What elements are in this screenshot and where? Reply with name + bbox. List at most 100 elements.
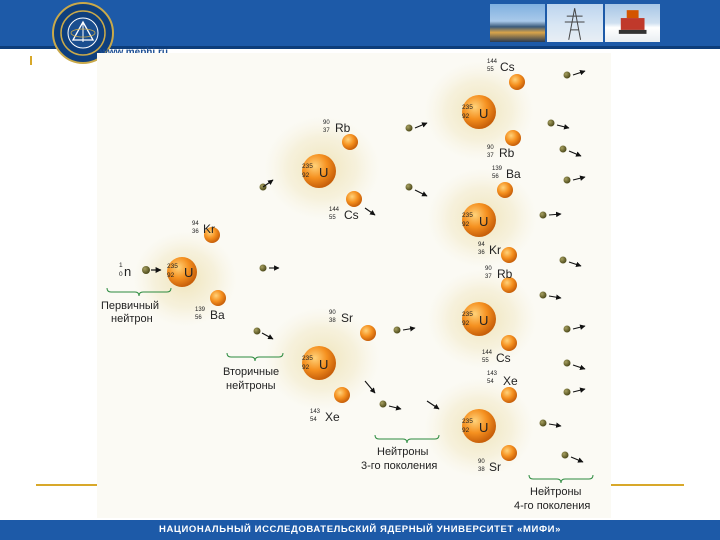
neutron-arrow xyxy=(572,364,586,371)
secondary-brace xyxy=(226,352,284,362)
secondary-neutron xyxy=(253,327,261,335)
uranium-nucleus xyxy=(462,95,496,129)
fragment-mass: 90 xyxy=(329,310,336,316)
fragment-mass: 143 xyxy=(310,409,321,415)
third-gen-label-line1: Нейтроны xyxy=(377,446,429,458)
tertiary-neutron xyxy=(405,183,413,191)
neutron-arrow xyxy=(548,211,562,218)
neutron-arrow xyxy=(262,179,274,188)
fragment-charge: 56 xyxy=(195,315,202,321)
fourth-gen-neutron xyxy=(563,71,571,79)
header-stripe xyxy=(0,46,720,49)
uranium-mass: 235 xyxy=(302,355,313,362)
uranium-nucleus xyxy=(462,203,496,237)
uranium-charge: 92 xyxy=(302,364,310,371)
fragment-nucleus xyxy=(210,290,226,306)
fragment-charge: 55 xyxy=(487,67,494,73)
fourth-gen-neutron xyxy=(547,119,555,127)
fragment-nucleus xyxy=(497,182,513,198)
fragment-mass: 144 xyxy=(329,207,340,213)
secondary-label-line2: нейтроны xyxy=(226,380,276,392)
footer-bar: НАЦИОНАЛЬНЫЙ ИССЛЕДОВАТЕЛЬСКИЙ ЯДЕРНЫЙ У… xyxy=(0,520,720,540)
fragment-symbol: Cs xyxy=(496,351,511,365)
fragment-charge: 36 xyxy=(192,229,199,235)
neutron-arrow xyxy=(364,207,376,216)
fragment-charge: 38 xyxy=(478,467,485,473)
fragment-symbol: Xe xyxy=(503,374,518,388)
uranium-charge: 92 xyxy=(462,221,470,228)
fourth-gen-neutron xyxy=(559,256,567,264)
fragment-mass: 94 xyxy=(478,242,485,248)
fragment-symbol: Sr xyxy=(341,311,353,325)
uranium-symbol: U xyxy=(184,265,193,280)
neutron-arrow xyxy=(570,456,584,463)
fragment-charge: 38 xyxy=(329,318,336,324)
uranium-symbol: U xyxy=(319,357,328,372)
neutron-arrow xyxy=(261,332,274,340)
fragment-charge: 37 xyxy=(487,153,494,159)
fragment-nucleus xyxy=(204,227,220,243)
site-url-link[interactable]: www.mephi.ru xyxy=(100,47,168,58)
uranium-charge: 92 xyxy=(462,320,470,327)
uranium-symbol: U xyxy=(319,165,328,180)
header-photo-city xyxy=(490,4,546,42)
fragment-mass: 144 xyxy=(482,350,493,356)
fragment-symbol: Rb xyxy=(499,146,515,160)
neutron-arrow xyxy=(556,124,570,130)
neutron-arrow xyxy=(402,326,416,332)
neutron-arrow xyxy=(426,400,440,410)
fragment-symbol: Rb xyxy=(497,267,513,281)
fourth-gen-neutron xyxy=(563,325,571,333)
fourth-gen-neutron xyxy=(539,211,547,219)
power-tower-icon xyxy=(565,8,585,40)
fourth-gen-label-line1: Нейтроны xyxy=(530,486,582,498)
uranium-mass: 235 xyxy=(462,311,473,318)
uranium-symbol: U xyxy=(479,420,488,435)
neutron-symbol: n xyxy=(124,264,131,279)
secondary-neutron xyxy=(259,264,267,272)
title-marker xyxy=(30,56,32,65)
header-photo-icebreaker xyxy=(604,4,660,42)
neutron-arrow xyxy=(414,189,428,197)
fission-chain-diagram: 1 0 n 235 92 U 94 36 Kr 139 56 Ba Первич… xyxy=(97,53,611,518)
fourth-gen-neutron xyxy=(559,145,567,153)
fragment-symbol: Cs xyxy=(344,208,359,222)
fragment-symbol: Ba xyxy=(506,167,521,181)
fragment-symbol: Ba xyxy=(210,308,225,322)
uranium-nucleus xyxy=(302,154,336,188)
fragment-charge: 37 xyxy=(485,274,492,280)
secondary-label-line1: Вторичные xyxy=(223,366,279,378)
fragment-charge: 55 xyxy=(329,215,336,221)
neutron-arrow xyxy=(414,122,428,129)
neutron-arrow xyxy=(572,69,586,76)
fragment-symbol: Kr xyxy=(489,243,501,257)
fragment-nucleus xyxy=(342,134,358,150)
fragment-mass: 90 xyxy=(478,459,485,465)
neutron-arrow xyxy=(548,422,562,428)
fragment-mass: 144 xyxy=(487,59,498,65)
fourth-gen-label-line2: 4-го поколения xyxy=(514,500,590,512)
fragment-nucleus xyxy=(501,335,517,351)
fragment-mass: 143 xyxy=(487,371,498,377)
tertiary-neutron xyxy=(393,326,401,334)
primary-label-line2: нейтрон xyxy=(111,313,153,325)
third-gen-brace xyxy=(374,434,440,444)
fourth-gen-neutron xyxy=(563,359,571,367)
fragment-charge: 36 xyxy=(478,250,485,256)
uranium-mass: 235 xyxy=(462,104,473,111)
fragment-charge: 37 xyxy=(323,128,330,134)
neutron-arrow xyxy=(572,324,586,330)
tertiary-neutron xyxy=(379,400,387,408)
uranium-mass: 235 xyxy=(167,263,178,270)
fourth-gen-neutron xyxy=(539,419,547,427)
uranium-charge: 92 xyxy=(167,272,175,279)
uranium-symbol: U xyxy=(479,313,488,328)
gold-divider-right xyxy=(611,484,684,486)
fragment-mass: 90 xyxy=(323,120,330,126)
logo-emblem-icon xyxy=(60,10,106,56)
fragment-nucleus xyxy=(346,191,362,207)
fragment-charge: 56 xyxy=(492,174,499,180)
fragment-mass: 94 xyxy=(192,221,199,227)
fourth-gen-brace xyxy=(528,474,594,484)
fragment-symbol: Xe xyxy=(325,410,340,424)
